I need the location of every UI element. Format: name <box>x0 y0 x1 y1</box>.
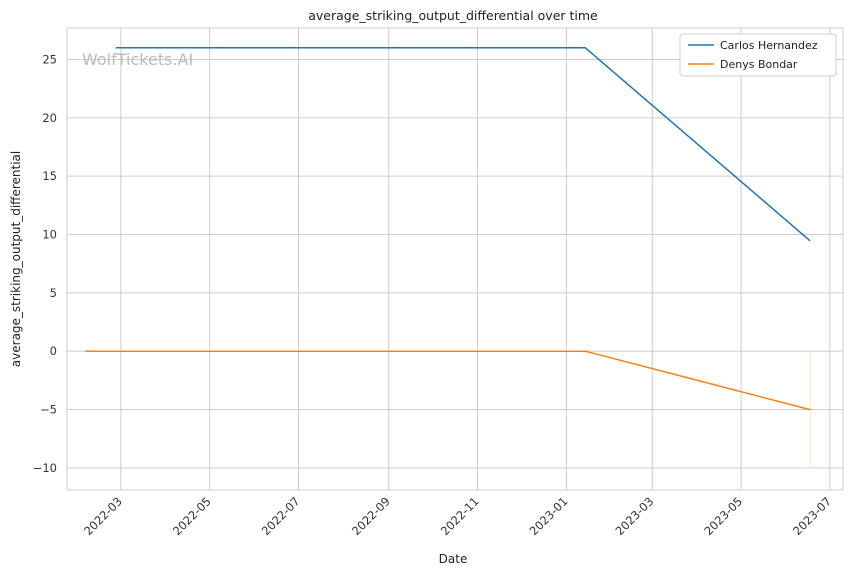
legend: Carlos Hernandez Denys Bondar <box>679 33 837 77</box>
y-tick-label: 0 <box>50 344 57 358</box>
y-tick-label: 10 <box>42 228 57 242</box>
data-point-denys-bondar <box>85 350 87 352</box>
data-point-denys-bondar <box>808 408 811 411</box>
x-tick-label: 2022-11 <box>438 494 482 538</box>
x-tick-label: 2023-07 <box>790 494 834 538</box>
data-point-carlos-hernandez <box>115 47 118 49</box>
x-tick-label: 2023-01 <box>527 494 571 538</box>
y-tick-label: 20 <box>42 111 57 125</box>
data-point-denys-bondar <box>584 350 587 352</box>
y-tick-label: 15 <box>42 169 57 183</box>
legend-label-carlos-hernandez: Carlos Hernandez <box>720 39 818 52</box>
y-tick-label: 25 <box>42 53 57 67</box>
data-point-carlos-hernandez <box>584 47 587 49</box>
grid <box>67 28 843 490</box>
chart-title: average_striking_output_differential ove… <box>308 8 598 23</box>
series-layer <box>85 47 811 468</box>
plot-area <box>66 27 844 491</box>
x-tick-label: 2023-05 <box>701 494 745 538</box>
legend-box <box>679 33 837 77</box>
x-axis-label: Date <box>439 552 468 566</box>
legend-label-denys-bondar: Denys Bondar <box>720 58 798 71</box>
y-axis-label: average_striking_output_differential <box>9 151 23 367</box>
x-tick-label: 2022-03 <box>81 494 125 538</box>
y-tick-label: 5 <box>50 286 57 300</box>
y-tick-label: −5 <box>40 403 57 417</box>
x-tick-label: 2022-05 <box>170 494 214 538</box>
data-point-carlos-hernandez <box>808 239 811 242</box>
x-tick-label: 2023-03 <box>613 494 657 538</box>
x-tick-label: 2022-07 <box>259 494 303 538</box>
y-tick-label: −10 <box>33 461 57 475</box>
x-tick-label: 2022-09 <box>349 494 393 538</box>
watermark: WolfTickets.AI <box>82 50 193 69</box>
